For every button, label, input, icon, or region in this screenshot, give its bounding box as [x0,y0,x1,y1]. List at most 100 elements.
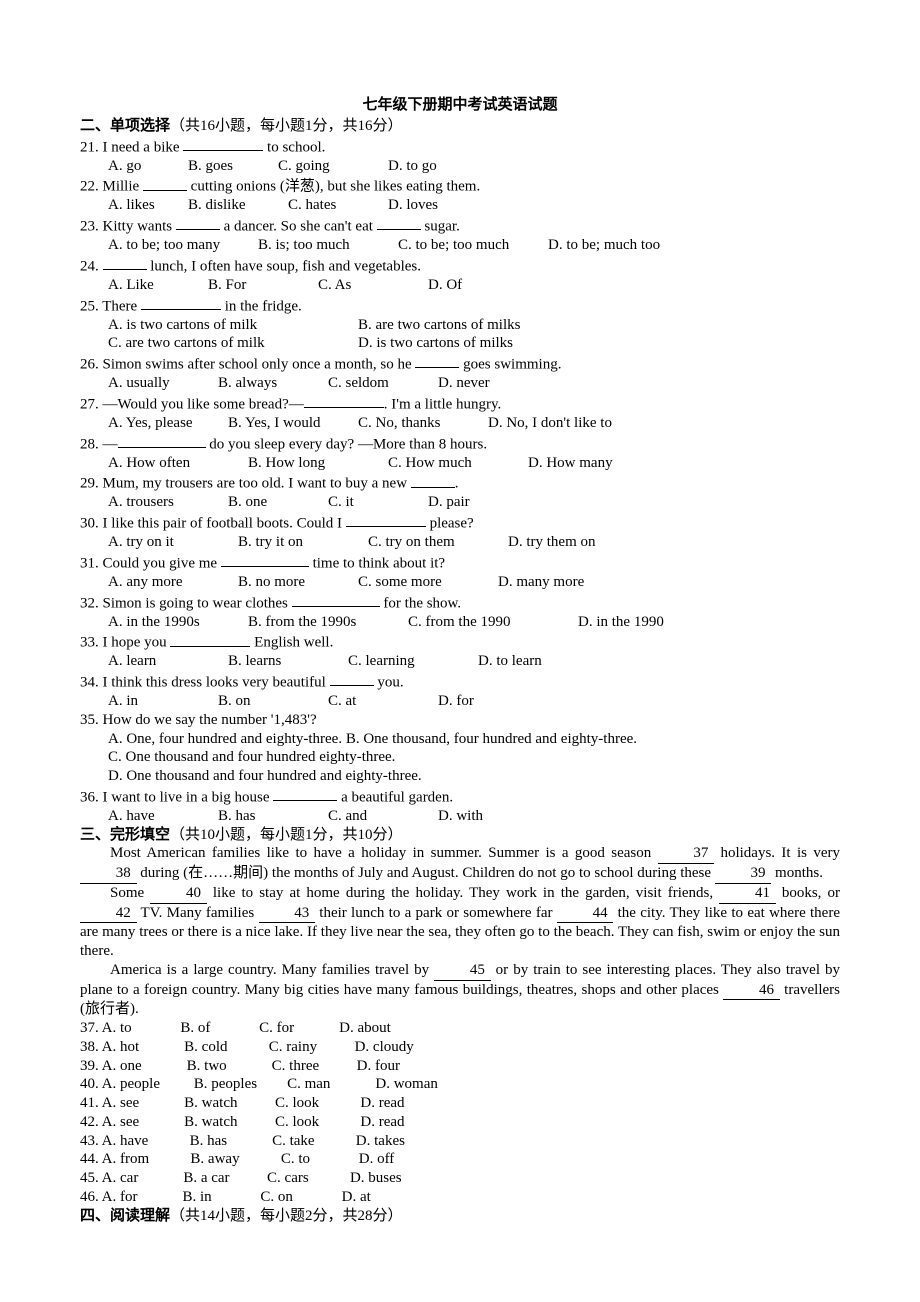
q31-opt-b: B. no more [238,573,358,592]
q31-opt-d: D. many more [498,573,584,592]
q36-opt-c: C. and [328,807,438,826]
cloze-blank-44: 44 [557,904,614,924]
cloze-blank-46: 46 [723,981,780,1001]
question-29: 29. Mum, my trousers are too old. I want… [80,472,840,512]
q21-blank [183,136,263,151]
cloze-opt-44: 44. A. from B. away C. to D. off [80,1150,840,1169]
q32-opt-d: D. in the 1990 [578,613,664,632]
q33-opt-a: A. learn [108,652,228,671]
q25-num: 25. [80,298,99,314]
q28-pre: — [103,436,118,452]
q22-opt-b: B. dislike [188,196,288,215]
q27-post: . I'm a little hungry. [384,396,502,412]
q36-opt-a: A. have [108,807,218,826]
q23-opt-c: C. to be; too much [398,236,548,255]
q34-opt-d: D. for [438,692,474,711]
q30-opt-c: C. try on them [368,533,508,552]
q28-post: do you sleep every day? —More than 8 hou… [206,436,488,452]
q33-opt-b: B. learns [228,652,348,671]
cloze-opt-43: 43. A. have B. has C. take D. takes [80,1132,840,1151]
q27-num: 27. [80,396,99,412]
q29-blank [411,472,455,487]
q21-opt-c: C. going [278,157,388,176]
cloze-opt-46: 46. A. for B. in C. on D. at [80,1188,840,1207]
q23-post: sugar. [421,218,460,234]
q23-pre: Kitty wants [103,218,176,234]
q35-opt-b: B. One thousand, four hundred and eighty… [346,730,637,749]
cloze-p2a: Some [110,885,150,901]
q32-num: 32. [80,595,99,611]
page-title: 七年级下册期中考试英语试题 [80,96,840,115]
q31-post: time to think about it? [309,555,445,571]
q31-opt-c: C. some more [358,573,498,592]
q25-opt-a: A. is two cartons of milk [108,316,358,335]
cloze-p1d: months. [771,865,823,881]
q24-post: lunch, I often have soup, fish and veget… [147,258,422,274]
question-26: 26. Simon swims after school only once a… [80,353,840,393]
q23-mid: a dancer. So she can't eat [220,218,377,234]
cloze-p2d: TV. Many families [137,905,259,921]
q21-opt-d: D. to go [388,157,437,176]
q31-blank [221,552,309,567]
q30-post: please? [426,515,474,531]
q21-opt-b: B. goes [188,157,278,176]
cloze-passage: Most American families like to have a ho… [80,844,840,1019]
cloze-opt-41: 41. A. see B. watch C. look D. read [80,1094,840,1113]
q31-pre: Could you give me [103,555,221,571]
q34-opt-b: B. on [218,692,328,711]
q24-opt-d: D. Of [428,276,462,295]
q26-blank [415,353,459,368]
q26-num: 26. [80,356,99,372]
q36-post: a beautiful garden. [337,789,453,805]
q26-opt-d: D. never [438,374,490,393]
q30-pre: I like this pair of football boots. Coul… [103,515,346,531]
question-23: 23. Kitty wants a dancer. So she can't e… [80,215,840,255]
q28-opt-a: A. How often [108,454,248,473]
q25-post: in the fridge. [221,298,302,314]
question-33: 33. I hope you English well. A. learnB. … [80,631,840,671]
q24-blank [103,255,147,270]
q33-post: English well. [250,635,333,651]
q33-opt-c: C. learning [348,652,478,671]
q21-num: 21. [80,139,99,155]
cloze-opt-39: 39. A. one B. two C. three D. four [80,1057,840,1076]
cloze-p2c: books, or [776,885,840,901]
q34-blank [330,671,374,686]
q34-post: you. [374,674,404,690]
q27-opt-c: C. No, thanks [358,414,488,433]
q36-pre: I want to live in a big house [103,789,274,805]
q34-opt-a: A. in [108,692,218,711]
q33-blank [170,631,250,646]
q29-opt-b: B. one [228,493,328,512]
q36-opt-d: D. with [438,807,483,826]
question-32: 32. Simon is going to wear clothes for t… [80,592,840,632]
q32-opt-b: B. from the 1990s [248,613,408,632]
q22-pre: Millie [103,179,143,195]
q34-num: 34. [80,674,99,690]
cloze-p2e: their lunch to a park or somewhere far [315,905,557,921]
cloze-p1c: during (在……期间) the months of July and Au… [137,865,715,881]
q22-blank [143,175,187,190]
cloze-opt-37: 37. A. to B. of C. for D. about [80,1019,840,1038]
q35-opt-a: A. One, four hundred and eighty-three. [108,730,342,749]
cloze-blank-39: 39 [715,864,772,884]
q28-blank [118,433,206,448]
cloze-p2b: like to stay at home during the holiday.… [207,885,719,901]
q24-opt-b: B. For [208,276,318,295]
section-4-heading: 四、阅读理解（共14小题，每小题2分，共28分） [80,1207,840,1226]
q34-pre: I think this dress looks very beautiful [103,674,330,690]
q25-opt-d: D. is two cartons of milks [358,334,513,353]
question-30: 30. I like this pair of football boots. … [80,512,840,552]
question-36: 36. I want to live in a big house a beau… [80,786,840,826]
cloze-opt-42: 42. A. see B. watch C. look D. read [80,1113,840,1132]
q22-num: 22. [80,179,99,195]
q24-num: 24. [80,258,99,274]
cloze-p1a: Most American families like to have a ho… [110,845,658,861]
q28-opt-b: B. How long [248,454,388,473]
q24-opt-a: A. Like [108,276,208,295]
q26-opt-c: C. seldom [328,374,438,393]
question-35: 35. How do we say the number '1,483'? A.… [80,711,840,786]
q28-num: 28. [80,436,99,452]
q27-pre: —Would you like some bread?— [103,396,304,412]
q25-blank [141,295,221,310]
